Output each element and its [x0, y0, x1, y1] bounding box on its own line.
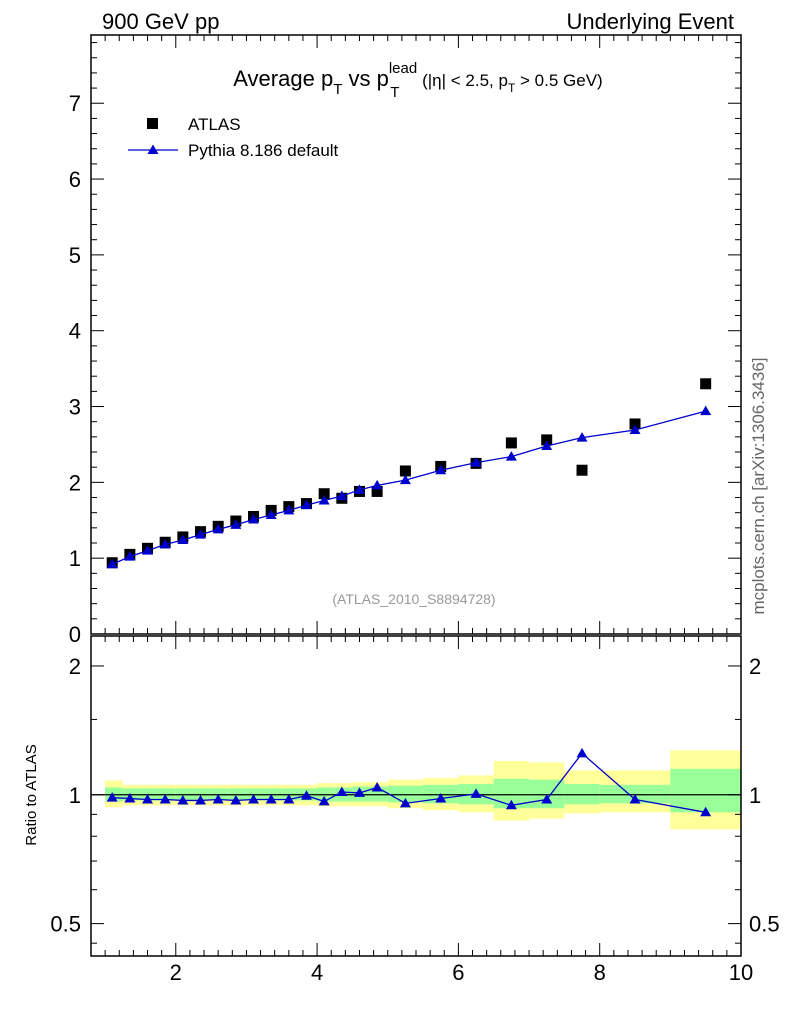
- ratio-pythia-point: [159, 793, 171, 804]
- pythia-point: [124, 551, 136, 561]
- ratio-ytick-label: 1: [69, 783, 81, 808]
- plot-title: Average pT vs plead T (|η| < 2.5, pT > 0.…: [233, 60, 602, 101]
- ratio-pythia-point: [470, 788, 482, 798]
- pythia-point: [541, 440, 553, 450]
- uncertainty-bands: [105, 750, 741, 830]
- pythia-point: [336, 490, 348, 501]
- analysis-watermark: (ATLAS_2010_S8894728): [332, 591, 495, 607]
- legend-atlas-label: ATLAS: [188, 115, 241, 134]
- pythia-point: [106, 558, 118, 569]
- pythia-point: [283, 504, 295, 515]
- legend-pythia-marker: [147, 144, 159, 154]
- band-inner-21: [564, 783, 600, 805]
- ratio-xtick-label: 2: [170, 960, 182, 985]
- ratio-pythia-point: [300, 790, 312, 800]
- legend-pythia-label: Pythia 8.186 default: [188, 141, 339, 160]
- atlas-data-point: [371, 485, 383, 497]
- pythia-point: [505, 451, 517, 461]
- ratio-pythia-point: [230, 794, 242, 805]
- atlas-data-point: [576, 464, 588, 476]
- ratio-xtick-label: 8: [594, 960, 606, 985]
- atlas-data-point: [399, 465, 411, 477]
- pythia-point: [248, 514, 259, 524]
- pythia-point: [576, 432, 588, 442]
- ratio-pythia-point: [336, 786, 348, 797]
- pythia-point: [300, 499, 312, 510]
- ratio-pythia-point: [318, 795, 330, 806]
- legend: ATLAS Pythia 8.186 default: [128, 115, 339, 160]
- ratio-pythia-point: [212, 793, 224, 804]
- ratio-y-axis-label: Ratio to ATLAS: [23, 744, 40, 845]
- atlas-data-point: [700, 378, 712, 390]
- pythia-point: [629, 424, 641, 435]
- pythia-point: [700, 405, 712, 416]
- ratio-pythia-point: [505, 799, 517, 810]
- ratio-pythia-point: [248, 793, 259, 804]
- band-inner-23: [670, 768, 741, 813]
- ratio-pythia-point: [106, 792, 118, 802]
- pythia-point: [353, 484, 365, 494]
- pythia-point: [470, 457, 482, 467]
- main-ytick-label: 4: [69, 319, 81, 344]
- pythia-point: [177, 534, 189, 544]
- axes: 0 1 2 3 4 5 6 7 2 4 6 8 10 0.5 0.5 1 1 2 2: [50, 34, 780, 985]
- ratio-ytick-label: 2: [69, 654, 81, 679]
- pythia-point: [371, 479, 383, 490]
- ratio-pythia-point: [124, 793, 136, 803]
- atlas-data-point: [541, 434, 553, 446]
- ratio-pythia-point: [283, 793, 295, 804]
- ratio-xtick-label: 6: [452, 960, 464, 985]
- main-ytick-label: 3: [69, 395, 81, 420]
- header-left: 900 GeV pp: [102, 9, 219, 34]
- main-ytick-label: 1: [69, 546, 81, 571]
- pythia-point: [265, 509, 277, 519]
- series-layer: [91, 378, 741, 817]
- ratio-pythia-point: [371, 781, 383, 792]
- main-ytick-label: 5: [69, 243, 81, 268]
- legend-atlas-marker: [147, 118, 158, 129]
- ratio-ytick-label: 0.5: [50, 912, 81, 937]
- pythia-line: [111, 410, 706, 565]
- pythia-point: [318, 495, 330, 505]
- ratio-pythia-point: [142, 793, 154, 804]
- ratio-pythia-point: [435, 793, 447, 803]
- ratio-ytick-label-right: 1: [749, 783, 761, 808]
- main-ytick-label: 2: [69, 470, 81, 495]
- pythia-point: [230, 519, 242, 529]
- ratio-pythia-point: [629, 793, 641, 804]
- pythia-point: [399, 474, 411, 485]
- ratio-pythia-point: [399, 797, 411, 808]
- main-ytick-label: 7: [69, 91, 81, 116]
- pythia-point: [435, 464, 447, 475]
- atlas-data-point: [629, 418, 641, 430]
- ratio-pythia-point: [353, 787, 365, 797]
- pythia-point: [195, 529, 207, 539]
- ratio-xtick-label: 10: [729, 960, 753, 985]
- atlas-data-point: [505, 437, 517, 449]
- main-ytick-label: 6: [69, 167, 81, 192]
- ratio-pythia-point: [265, 793, 277, 804]
- ratio-pythia-point: [177, 794, 189, 805]
- pythia-point: [142, 545, 154, 555]
- main-ytick-label: 0: [69, 622, 81, 647]
- ratio-ytick-label-right: 0.5: [749, 912, 780, 937]
- ratio-pythia-point: [195, 794, 207, 805]
- source-side-label: mcplots.cern.ch [arXiv:1306.3436]: [749, 357, 768, 614]
- atlas-data-point: [318, 488, 330, 500]
- ratio-xtick-label: 4: [311, 960, 323, 985]
- pythia-point: [159, 539, 171, 549]
- ratio-pythia-point: [576, 747, 588, 758]
- ratio-pythia-point: [541, 793, 553, 804]
- pythia-point: [212, 523, 224, 534]
- ratio-pythia-point: [700, 806, 712, 817]
- ratio-ytick-label-right: 2: [749, 654, 761, 679]
- header-right: Underlying Event: [566, 9, 734, 34]
